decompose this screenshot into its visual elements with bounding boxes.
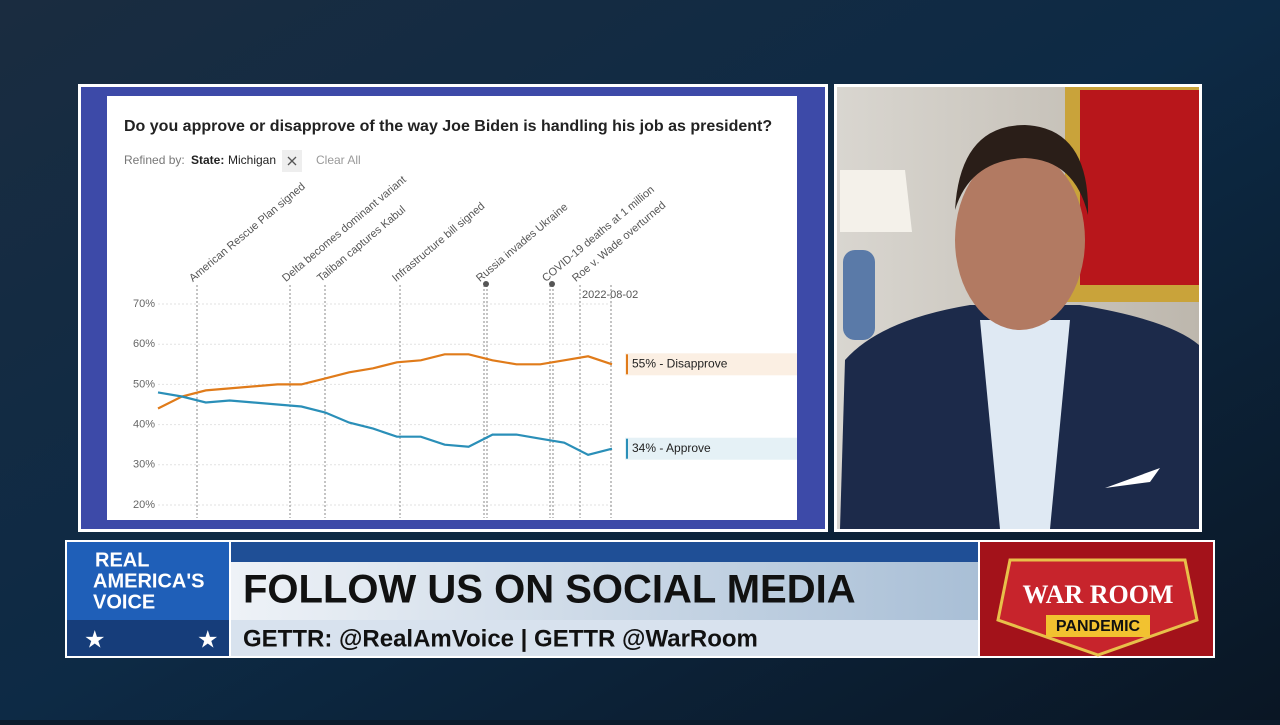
remove-icon [287,156,297,166]
event-dot [549,281,555,287]
y-tick-label: 40% [133,419,155,431]
badge-title: WAR ROOM [1023,580,1174,609]
series-line [157,353,613,410]
filter-key: State: [191,153,224,167]
refined-label: Refined by: [124,153,185,167]
lamp-base [843,250,875,340]
y-tick-label: 50% [133,378,155,390]
filter-value: Michigan [228,153,276,167]
end-label: 34% - Approve [632,441,711,455]
star: ★ [197,626,219,653]
star: ★ [84,626,106,653]
label-band [625,353,797,376]
badge-sub: PANDEMIC [1056,618,1141,635]
series-line [157,391,613,456]
logo-line: VOICE [93,591,155,613]
event-dot [483,281,489,287]
headline-top [231,542,978,562]
y-tick-label: 70% [133,298,155,310]
shirt [980,320,1070,529]
head [955,150,1085,330]
pocket-square [1105,468,1160,488]
logo-line: AMERICA'S [93,570,204,592]
event-label: 2022-08-02 [582,289,638,301]
y-tick-label: 20% [133,499,155,511]
chart-card [107,96,797,520]
subline-bar [231,620,978,656]
y-tick-label: 30% [133,459,155,471]
clear-all[interactable]: Clear All [316,153,361,167]
y-tick-label: 60% [133,338,155,350]
subline: GETTR: @RealAmVoice | GETTR @WarRoom [243,625,758,652]
lamp-shade [840,170,912,232]
logo-line: REAL [95,549,149,571]
headline-bar [231,562,978,620]
painting [1080,90,1199,285]
label-band [625,437,797,460]
logo-strip [67,620,229,656]
hair [955,125,1089,215]
badge-label-bg [1046,615,1150,637]
chart-title: Do you approve or disapprove of the way … [124,118,772,135]
end-label: 55% - Disapprove [632,356,728,370]
headline: FOLLOW US ON SOCIAL MEDIA [243,568,856,612]
